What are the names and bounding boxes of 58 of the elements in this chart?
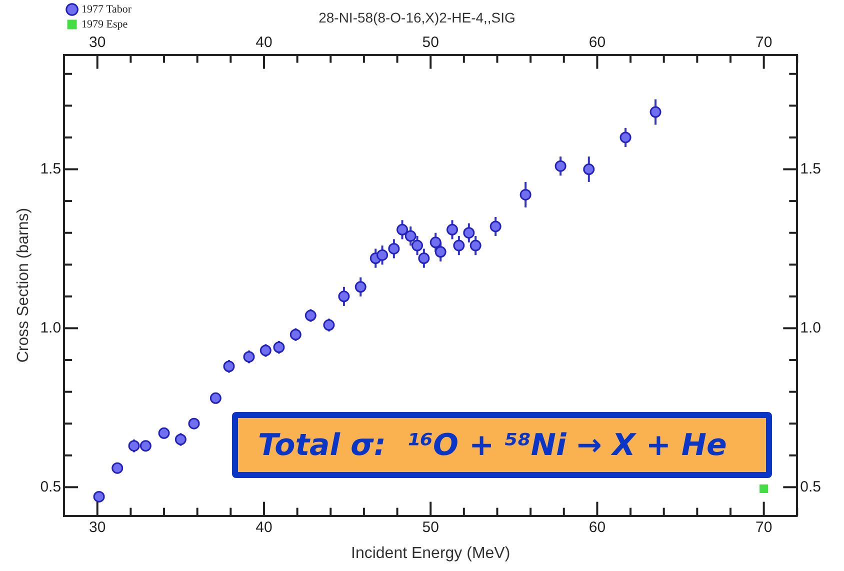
point [223,360,235,372]
y2-tick-label: 0.5 [800,478,822,496]
point [140,440,152,452]
x-tick-label: 30 [89,518,106,536]
x-tick-label: 60 [588,518,606,536]
x-tick-label: 50 [422,518,439,536]
point [273,342,285,354]
legend-label: 1979 Espe [82,18,128,30]
x-axis-title: Incident Energy (MeV) [351,544,510,562]
point [396,224,408,236]
x-tick-label: 70 [755,518,772,536]
y-tick-label: 0.5 [40,478,62,496]
point [583,164,595,176]
x-tick-label: 40 [256,518,272,536]
point [554,160,566,172]
point [430,236,442,248]
point [128,440,140,452]
point [260,344,272,356]
legend-label: 1977 Tabor [82,3,132,16]
point [388,242,400,254]
y2-tick-label: 1.0 [800,319,822,336]
point [323,319,335,331]
chart-title: 28-NI-58(8-O-16,X)2-HE-4,,SIG [318,9,516,26]
point [243,351,255,363]
point [490,220,502,232]
point [470,240,482,252]
point [434,246,446,258]
x2-tick-label: 40 [256,34,272,51]
point [412,240,424,252]
point [453,240,465,252]
point [404,230,416,242]
x2-tick-label: 50 [422,34,439,51]
point [93,490,105,502]
y2-tick-label: 1.5 [800,160,822,178]
x2-tick-label: 70 [755,34,772,51]
point [620,132,632,144]
x2-tick-label: 30 [89,34,106,51]
point [446,224,458,236]
point [304,310,316,322]
y-tick-label: 1.5 [40,160,62,178]
point [188,418,200,430]
point [290,328,302,340]
point [760,484,768,494]
point [112,462,124,474]
point [650,106,662,118]
point [463,227,475,239]
point [376,249,388,261]
point [520,188,532,200]
y-tick-label: 1.0 [40,319,62,336]
point [210,392,222,404]
point [338,290,350,302]
y-axis-title: Cross Section (barns) [15,208,32,363]
annotation: Total σ: ¹⁶O + ⁵⁸Ni → X + He [232,412,772,478]
x2-tick-label: 60 [588,34,606,51]
point [354,281,366,293]
point [158,427,170,439]
point [418,252,430,264]
point [174,434,186,446]
